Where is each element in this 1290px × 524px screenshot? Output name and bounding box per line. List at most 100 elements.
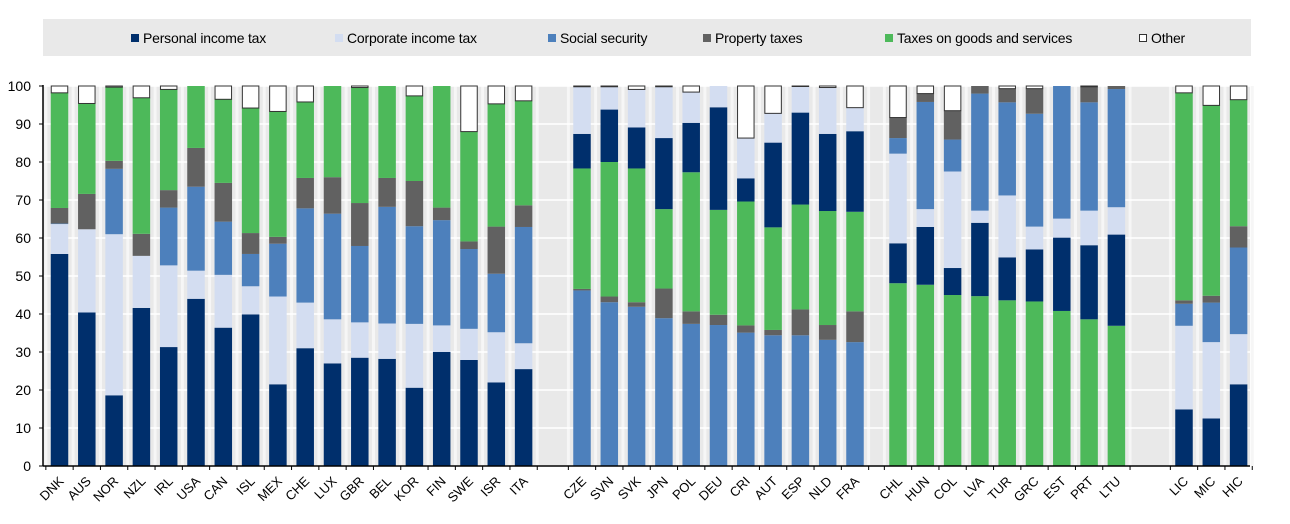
bar-segment-personal-income-tax xyxy=(132,307,151,466)
x-tick-label: KOR xyxy=(391,474,422,505)
bar-ita xyxy=(514,85,533,466)
bar-segment-taxes-on-goods-and-services xyxy=(682,172,700,312)
legend-swatch-taxes-on-goods xyxy=(885,33,893,42)
bar-segment-social-security xyxy=(791,335,810,466)
bar-dnk xyxy=(50,85,69,466)
bar-segment-social-security xyxy=(1202,302,1221,343)
x-tick-label: DEU xyxy=(696,474,726,504)
bar-segment-property-taxes xyxy=(323,177,342,214)
legend-label: Social security xyxy=(560,29,648,46)
bar-segment-taxes-on-goods-and-services xyxy=(737,201,755,326)
bar-segment-corporate-income-tax xyxy=(432,325,451,352)
bar-segment-other xyxy=(627,85,646,90)
y-tick-label: 100 xyxy=(8,78,32,94)
bar-segment-corporate-income-tax xyxy=(405,323,424,388)
bar-segment-corporate-income-tax xyxy=(1025,226,1044,250)
bar-segment-corporate-income-tax xyxy=(269,296,287,385)
bar-segment-taxes-on-goods-and-services xyxy=(514,100,533,206)
bar-mic xyxy=(1202,85,1221,466)
bar-segment-social-security xyxy=(764,335,782,466)
bar-segment-personal-income-tax xyxy=(889,243,907,284)
bar-segment-property-taxes xyxy=(1229,226,1248,248)
bar-segment-corporate-income-tax xyxy=(460,328,478,360)
bar-segment-other xyxy=(600,85,619,88)
bar-segment-property-taxes xyxy=(1025,88,1044,114)
bar-segment-social-security xyxy=(916,101,935,210)
bar-segment-personal-income-tax xyxy=(818,133,837,212)
bar-segment-other xyxy=(1025,85,1044,90)
bar-segment-other xyxy=(50,85,69,94)
bar-fra xyxy=(846,85,864,466)
bar-segment-social-security xyxy=(737,332,755,466)
bar-jpn xyxy=(655,85,673,466)
bar-hic xyxy=(1229,85,1248,466)
bar-segment-other xyxy=(78,85,96,104)
bar-segment-social-security xyxy=(627,306,646,466)
legend-swatch-corporate-income-tax xyxy=(335,33,343,42)
bar-gbr xyxy=(351,85,369,466)
bar-tur xyxy=(998,85,1016,466)
bar-grc xyxy=(1025,85,1044,466)
x-tick-label: DNK xyxy=(37,473,67,503)
bar-segment-other xyxy=(214,85,233,100)
bar-fin xyxy=(432,86,451,466)
legend-swatch-personal-income-tax xyxy=(131,33,139,42)
bar-segment-social-security xyxy=(460,249,478,329)
bar-segment-other xyxy=(269,85,287,112)
bar-segment-property-taxes xyxy=(269,236,287,244)
y-tick-label: 0 xyxy=(23,458,31,474)
bar-pol xyxy=(682,85,700,466)
bar-segment-taxes-on-goods-and-services xyxy=(1025,301,1044,466)
bar-segment-property-taxes xyxy=(241,233,260,254)
x-tick-label: ISR xyxy=(477,474,503,500)
x-tick-label: NLD xyxy=(806,474,835,503)
bar-che xyxy=(296,85,314,466)
bar-ltu xyxy=(1107,86,1126,466)
y-tick-label: 80 xyxy=(15,154,31,170)
bar-segment-social-security xyxy=(600,302,619,466)
bar-segment-personal-income-tax xyxy=(1107,234,1126,326)
bar-segment-property-taxes xyxy=(627,302,646,307)
bar-segment-taxes-on-goods-and-services xyxy=(487,103,506,227)
bar-segment-social-security xyxy=(846,342,864,466)
bar-segment-personal-income-tax xyxy=(378,358,396,466)
bar-segment-property-taxes xyxy=(791,309,810,336)
bar-segment-personal-income-tax xyxy=(655,138,673,210)
bar-usa xyxy=(187,86,205,466)
bar-segment-social-security xyxy=(1025,113,1044,227)
legend-item-personal-income-tax: Personal income tax xyxy=(131,19,266,56)
legend-label: Personal income tax xyxy=(143,29,267,46)
bar-segment-corporate-income-tax xyxy=(78,229,96,313)
bar-segment-other xyxy=(1080,85,1098,88)
bar-segment-personal-income-tax xyxy=(214,327,233,466)
bar-segment-other xyxy=(737,85,755,139)
bar-segment-corporate-income-tax xyxy=(971,210,989,223)
legend-label: Other xyxy=(1151,29,1186,46)
bar-segment-other xyxy=(916,85,935,95)
bar-segment-corporate-income-tax xyxy=(132,255,151,308)
bar-nld xyxy=(818,85,837,466)
bars xyxy=(50,85,1248,466)
legend: Personal income tax Corporate income tax… xyxy=(43,19,1251,56)
bar-segment-other xyxy=(1175,85,1193,94)
bar-segment-other xyxy=(487,85,506,105)
x-tick-label: NOR xyxy=(90,474,121,505)
bar-segment-other xyxy=(818,85,837,89)
bar-segment-property-taxes xyxy=(187,147,205,187)
x-tick-label: SWE xyxy=(445,473,477,505)
bar-segment-corporate-income-tax xyxy=(655,86,673,139)
x-tick-label: ESP xyxy=(779,474,808,503)
bar-segment-property-taxes xyxy=(655,288,673,319)
x-tick-label: LTU xyxy=(1096,474,1123,501)
bar-deu xyxy=(709,86,728,466)
bar-cze xyxy=(573,85,591,466)
bar-segment-corporate-income-tax xyxy=(323,319,342,364)
bar-segment-taxes-on-goods-and-services xyxy=(600,162,619,297)
bar-segment-taxes-on-goods-and-services xyxy=(971,296,989,466)
x-tick-label: COL xyxy=(930,474,960,504)
bar-segment-taxes-on-goods-and-services xyxy=(818,211,837,326)
bar-segment-taxes-on-goods-and-services xyxy=(573,168,591,289)
bar-segment-personal-income-tax xyxy=(405,387,424,466)
bar-segment-taxes-on-goods-and-services xyxy=(1202,105,1221,296)
bar-svk xyxy=(627,85,646,466)
